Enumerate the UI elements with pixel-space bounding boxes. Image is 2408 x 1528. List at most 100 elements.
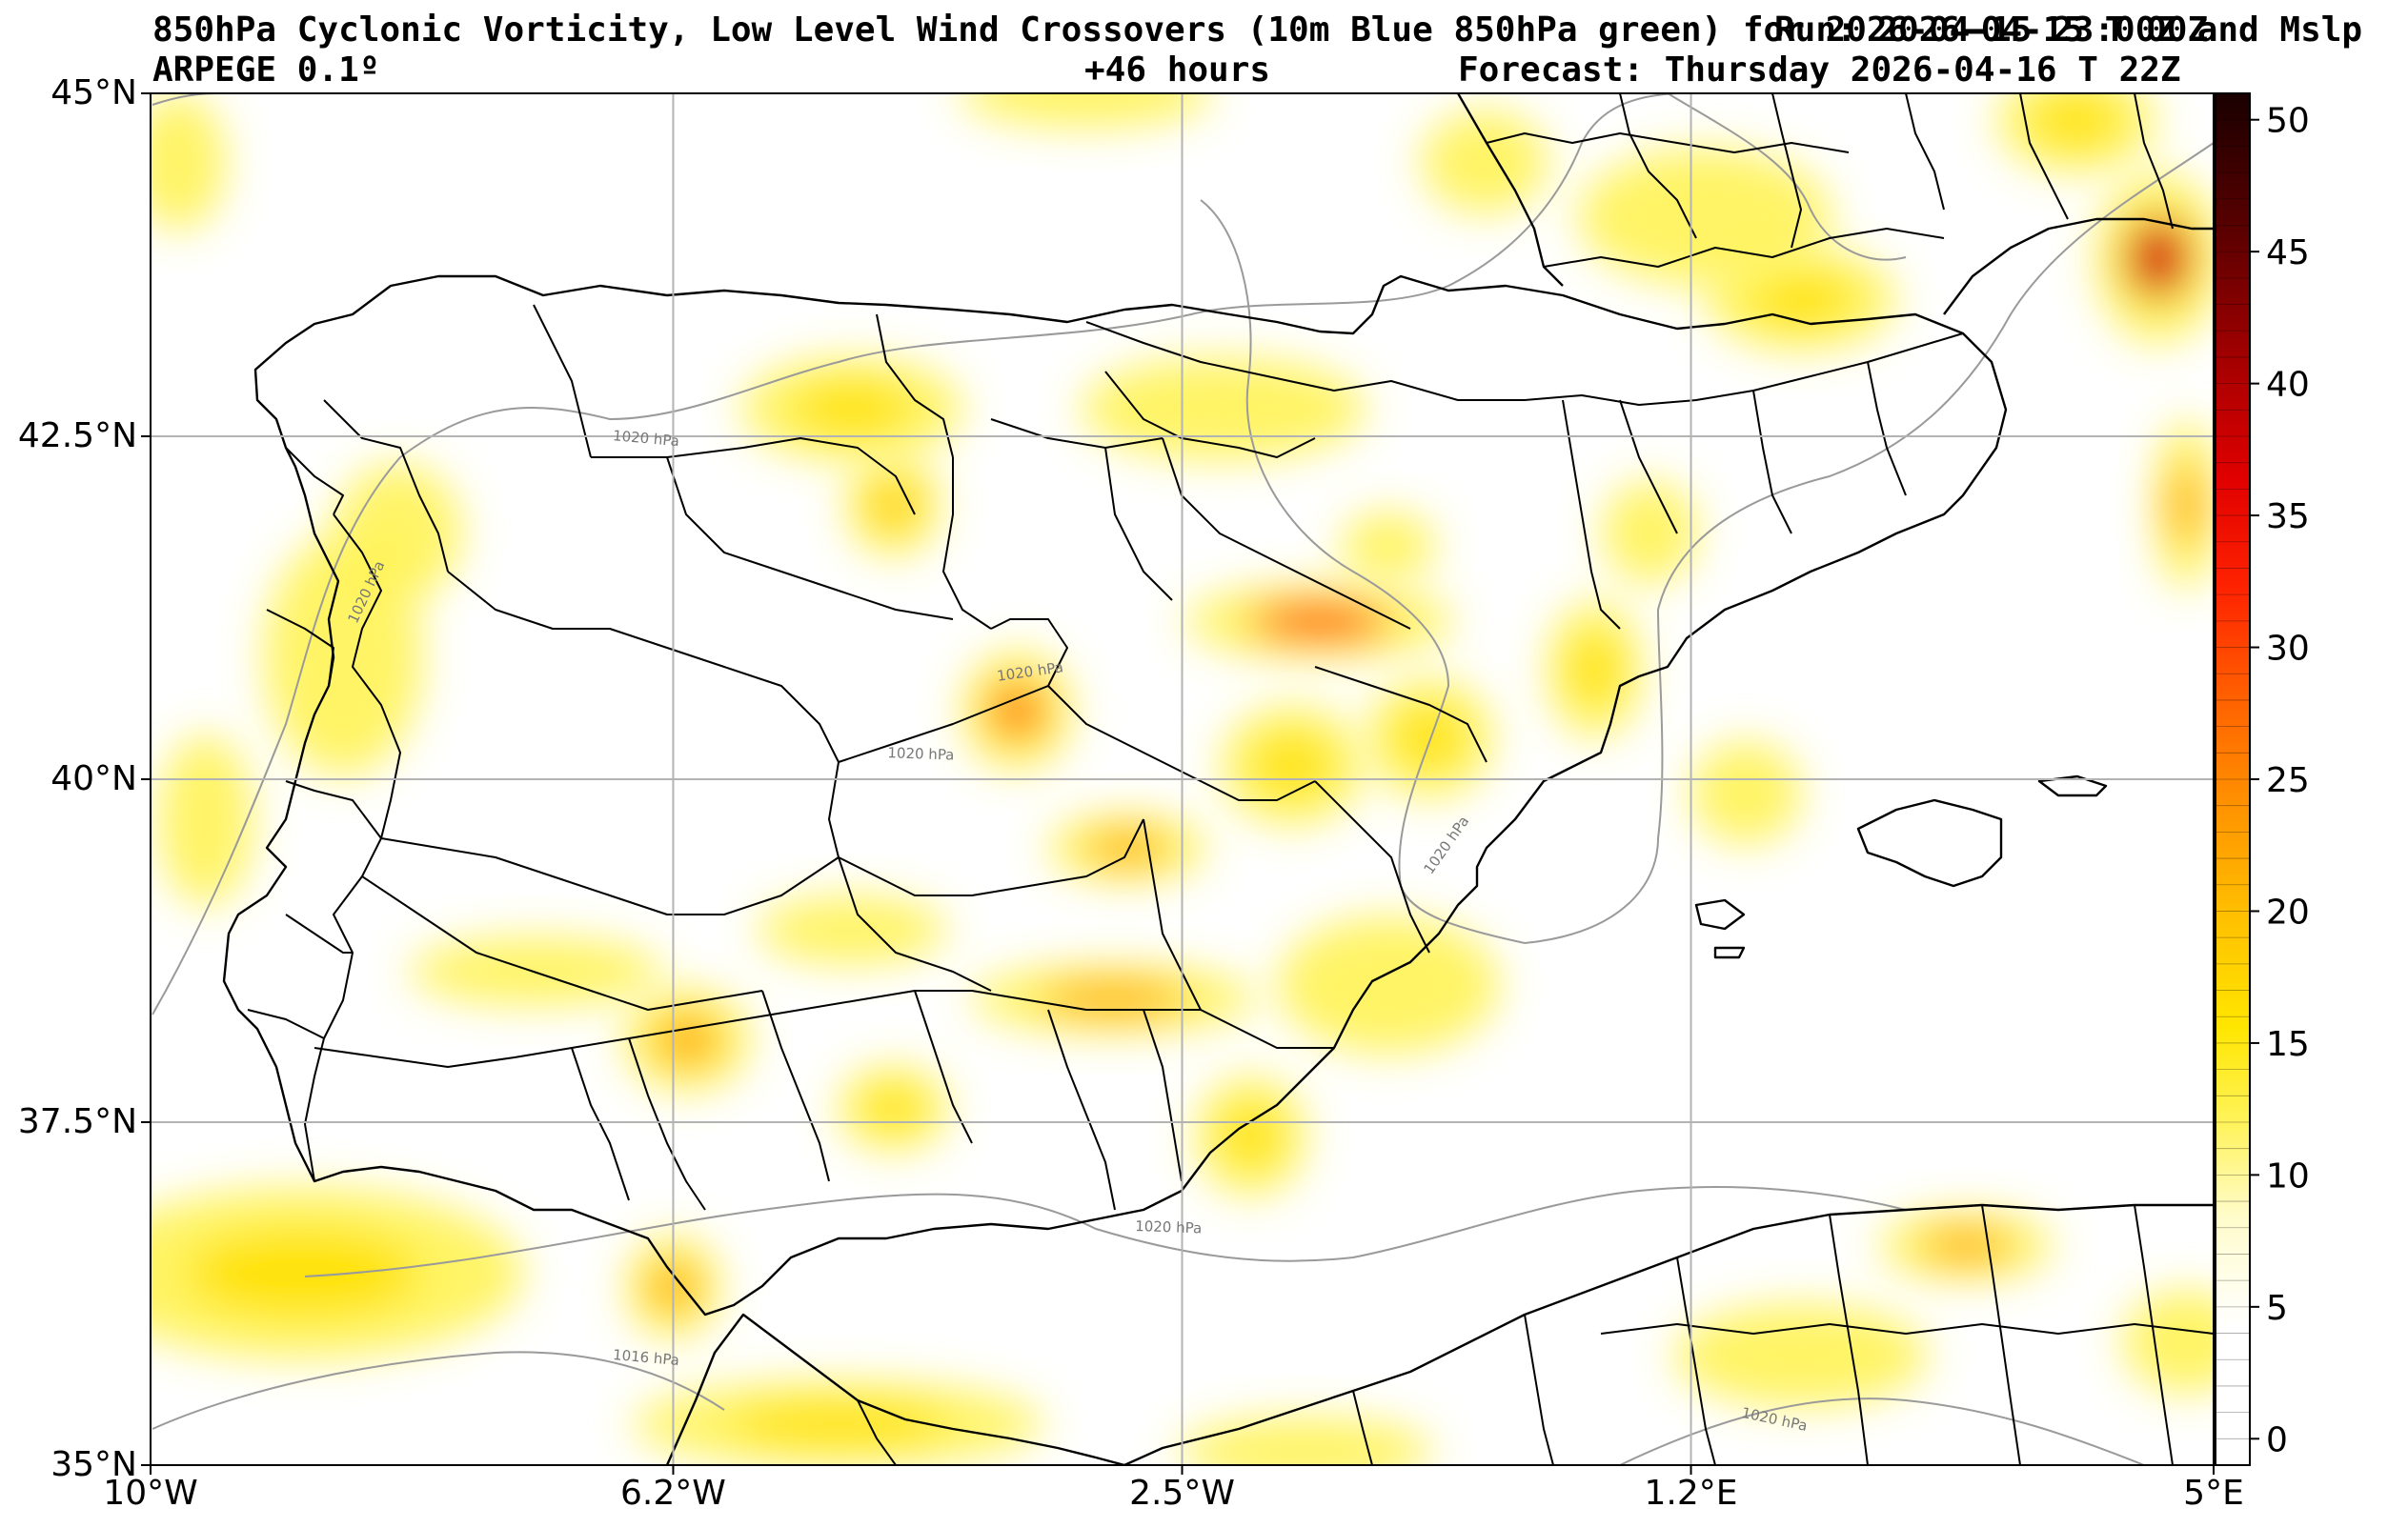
border-navarra: [1104, 371, 1316, 458]
isobar-1020-pyrenees: [1667, 93, 1907, 261]
border-portugal-mid: [266, 609, 334, 687]
border-almeria: [1143, 1009, 1183, 1182]
border-andalucia: [314, 990, 1201, 1068]
vorticity-cell: [334, 463, 462, 601]
border-algeria-1: [1352, 1390, 1373, 1465]
colorbar-tick-label: 50: [2266, 102, 2310, 141]
vorticity-cell: [1690, 741, 1802, 845]
lat-tick-label: 40°N: [51, 759, 137, 798]
vorticity-cell: [1366, 677, 1493, 798]
map-title: 850hPa Cyclonic Vorticity, Low Level Win…: [152, 10, 2363, 50]
vorticity-cell: [151, 93, 226, 231]
vorticity-cell: [757, 895, 947, 965]
colorbar-tick-label: 35: [2266, 497, 2310, 536]
colorbar-tick-label: 25: [2266, 761, 2310, 800]
border-algeria-3: [1676, 1257, 1716, 1465]
border-toledo: [828, 761, 1144, 896]
lon-tick-label: 5°E: [2183, 1474, 2244, 1513]
border-portugal-south: [285, 914, 353, 954]
border-extremadura: [380, 837, 840, 915]
vorticity-cell: [151, 1187, 524, 1359]
algeria-coast: [1123, 1203, 2214, 1465]
vorticity-cell: [1878, 1211, 2054, 1280]
vorticity-cell: [970, 964, 1256, 1034]
border-france-2: [1543, 228, 1945, 268]
vorticity-cell: [1578, 148, 1831, 286]
border-catalonia-barcelona: [1752, 390, 1792, 534]
forecast-time-label: Forecast: Thursday 2026-04-16 T 22Z: [1458, 50, 2181, 90]
border-algeria-6: [2134, 1204, 2174, 1465]
vorticity-cell: [1674, 1303, 1928, 1407]
vorticity-cell: [1421, 111, 1548, 213]
border-jaen: [914, 990, 973, 1144]
isobar-label: 1020 hPa: [887, 744, 955, 763]
lat-tick-label: 35°N: [51, 1445, 137, 1484]
lon-tick-label: 2.5°W: [1129, 1474, 1235, 1513]
lat-tick-label: 45°N: [51, 73, 137, 112]
border-ciudad-real: [838, 856, 992, 992]
lead-time-label: +46 hours: [1084, 50, 1271, 90]
border-salamanca: [447, 571, 840, 763]
gulf-of-lion-coast: [1943, 217, 2214, 315]
border-cantabria: [876, 313, 954, 458]
border-algeria-4: [1829, 1214, 1869, 1465]
border-rioja: [990, 418, 1164, 449]
lon-tick-label: 10°W: [103, 1474, 198, 1513]
isobar-lines: [152, 93, 2214, 1465]
lat-tick-label: 42.5°N: [17, 416, 137, 455]
isobar-1020-north: [152, 93, 1678, 1015]
border-huelva: [571, 1047, 630, 1201]
vorticity-cell: [838, 1065, 949, 1152]
colorbar-tick-label: 5: [2266, 1289, 2288, 1328]
border-france-5: [2019, 93, 2069, 220]
isobar-1020-south: [304, 1186, 1907, 1277]
vorticity-cell: [1184, 583, 1454, 660]
border-portugal-alentejo: [247, 1009, 325, 1039]
vorticity-field: [151, 93, 2214, 1465]
vorticity-cell: [845, 453, 941, 556]
ibiza: [1694, 898, 1746, 931]
border-france-7: [1619, 93, 1697, 239]
border-cordoba: [761, 990, 830, 1182]
vorticity-cell: [2154, 419, 2214, 591]
colorbar-tick-label: 45: [2266, 233, 2310, 272]
lat-tick-label: 37.5°N: [17, 1102, 137, 1141]
border-france-6: [2134, 93, 2174, 230]
vorticity-cell: [1547, 600, 1643, 738]
border-algeria-7: [1600, 1323, 2214, 1335]
border-aragon-catalonia: [1562, 399, 1621, 630]
vorticity-cell: [1081, 357, 1366, 461]
vorticity-cell: [740, 357, 963, 461]
colorbar-gradient: [2216, 93, 2250, 1465]
isobar-1016: [152, 1351, 725, 1430]
border-sevilla: [628, 1037, 706, 1211]
border-murcia: [1200, 1009, 1334, 1049]
vorticity-cell: [1602, 480, 1698, 584]
vorticity-cell: [157, 734, 253, 907]
border-badajoz: [361, 875, 763, 1011]
border-algeria-5: [1981, 1204, 2021, 1465]
border-catalonia-lleida: [1619, 399, 1678, 534]
vorticity-cell: [961, 651, 1073, 771]
border-france-1: [1486, 132, 1850, 153]
border-portugal-north: [285, 447, 344, 515]
border-teruel: [1314, 666, 1487, 763]
border-galicia: [323, 399, 449, 573]
vorticity-cell: [409, 936, 662, 1006]
run-time-label: Run: 2026-04-15 T 00Z: [1774, 10, 2209, 50]
border-asturias: [533, 304, 592, 458]
border-soria: [1104, 447, 1173, 601]
coastlines: [222, 93, 2214, 1465]
border-algeria-2: [1524, 1314, 1554, 1465]
border-portugal-center: [285, 780, 382, 839]
formentera: [1713, 946, 1746, 959]
isobar-1020-coast: [1524, 142, 2214, 944]
mallorca: [1856, 798, 2003, 888]
colorbar-tick-label: 40: [2266, 366, 2310, 405]
axis-tick-marks: [141, 92, 2215, 1475]
vorticity-cell: [623, 988, 751, 1092]
vorticity-cell: [1341, 512, 1436, 581]
lon-tick-label: 6.2°W: [620, 1474, 726, 1513]
colorbar-tick-label: 0: [2266, 1420, 2288, 1459]
